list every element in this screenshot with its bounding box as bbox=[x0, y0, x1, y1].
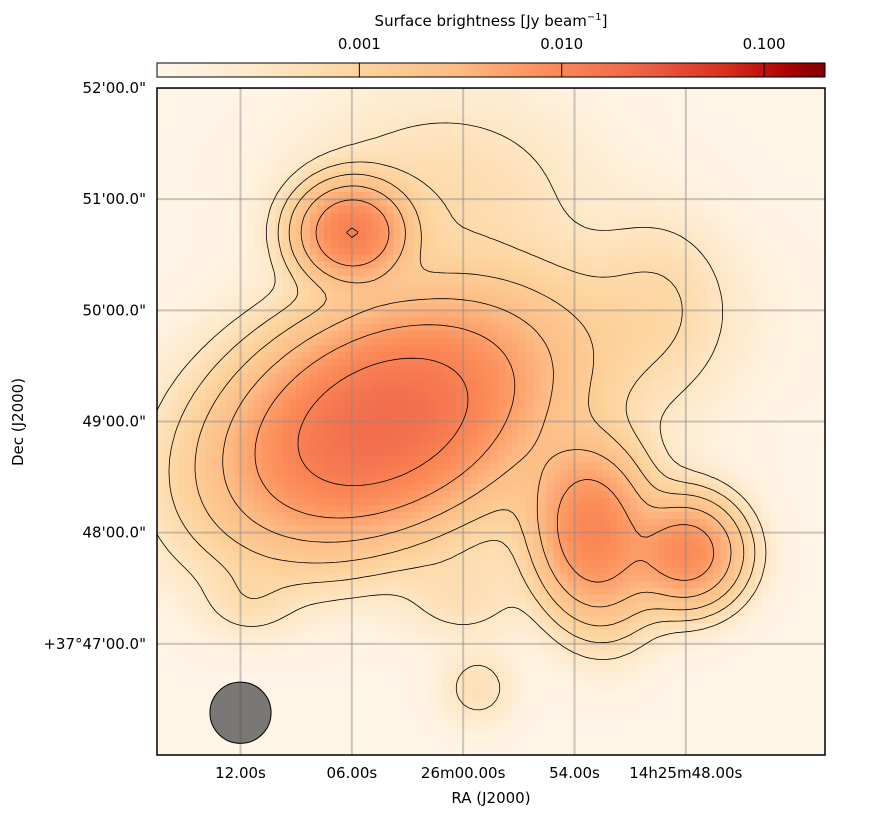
y-tick-label: 51'00.0" bbox=[82, 190, 146, 208]
colorbar: Surface brightness [Jy beam−1] 0.001 0.01… bbox=[156, 12, 826, 78]
colorbar-label-prefix: Surface brightness [Jy beam bbox=[375, 12, 587, 30]
y-tick-label: 52'00.0" bbox=[82, 79, 146, 97]
contour-level bbox=[168, 161, 756, 644]
x-axis-label: RA (J2000) bbox=[451, 789, 530, 807]
colorbar-ticks: 0.001 0.010 0.100 bbox=[338, 35, 786, 77]
colorbar-label-exponent: −1 bbox=[587, 12, 602, 23]
colorbar-label: Surface brightness [Jy beam−1] bbox=[375, 12, 608, 30]
colorbar-bar bbox=[156, 62, 826, 78]
heatmap-panel bbox=[156, 87, 826, 756]
contour-lines bbox=[157, 122, 767, 711]
colorbar-label-suffix: ] bbox=[602, 12, 608, 30]
contour-level bbox=[222, 185, 732, 608]
colorbar-tick-label: 0.010 bbox=[540, 35, 583, 53]
beam-ellipse bbox=[209, 681, 272, 744]
x-tick-label: 12.00s bbox=[215, 764, 266, 782]
y-tick-label: 49'00.0" bbox=[82, 413, 146, 431]
contour-level bbox=[157, 122, 767, 711]
beam-circle bbox=[209, 681, 272, 744]
contour-level bbox=[297, 227, 469, 486]
y-axis-label: Dec (J2000) bbox=[9, 378, 27, 466]
contour-level bbox=[254, 199, 715, 583]
y-tick-label: 48'00.0" bbox=[82, 524, 146, 542]
x-axis-ticks: 12.00s 06.00s 26m00.00s 54.00s 14h25m48.00s bbox=[215, 764, 742, 782]
colorbar-tick-label: 0.100 bbox=[743, 35, 786, 53]
x-tick-label: 14h25m48.00s bbox=[629, 764, 742, 782]
y-axis-ticks: 52'00.0" 51'00.0" 50'00.0" 49'00.0" 48'00.0"… bbox=[43, 79, 146, 653]
x-tick-label: 54.00s bbox=[549, 764, 600, 782]
plot-frame bbox=[156, 87, 826, 756]
colorbar-tick-label: 0.001 bbox=[338, 35, 381, 53]
x-tick-label: 06.00s bbox=[326, 764, 377, 782]
heatmap-image bbox=[157, 88, 825, 755]
y-tick-label: 50'00.0" bbox=[82, 301, 146, 319]
contour-level bbox=[194, 173, 745, 627]
y-tick-label: +37°47'00.0" bbox=[43, 635, 146, 653]
x-tick-label: 26m00.00s bbox=[421, 764, 506, 782]
grid-lines bbox=[157, 88, 825, 755]
